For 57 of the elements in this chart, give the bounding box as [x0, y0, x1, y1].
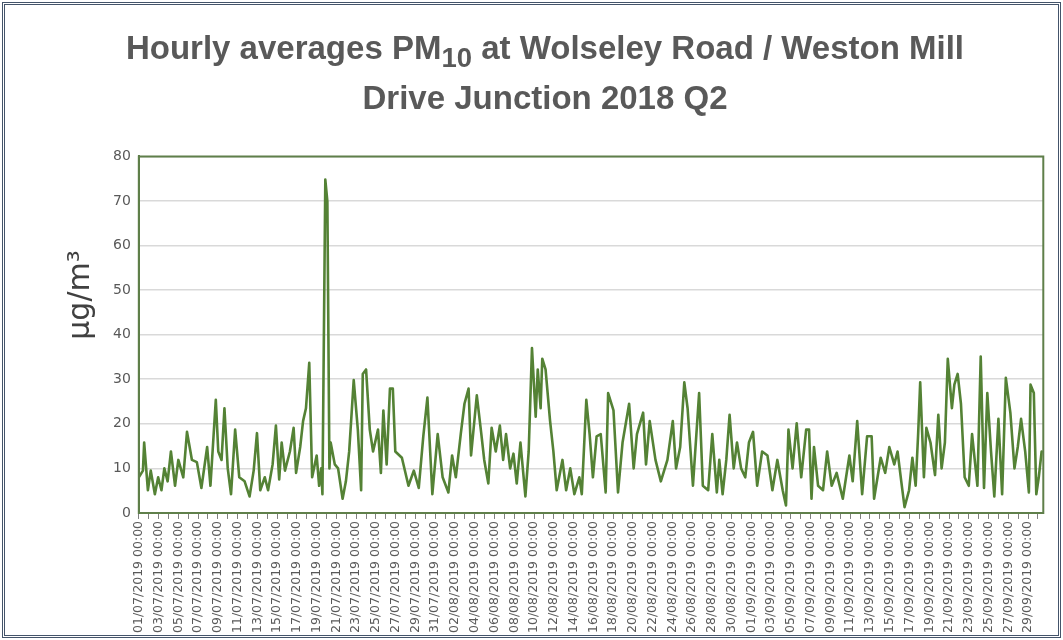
- chart-title: Hourly averages PM$_{10}$ at Wolseley Road / Weston Mill Drive Junction 2018 Q2: [124, 28, 966, 118]
- x-tick-label: 02/08/2019 00:00: [446, 520, 462, 633]
- x-tick-label: 21/07/2019 00:00: [327, 520, 343, 633]
- x-tick-label: 15/07/2019 00:00: [268, 520, 284, 633]
- y-tick-label: 10: [112, 459, 131, 476]
- x-tick-label: 13/07/2019 00:00: [248, 520, 264, 633]
- x-tick-label: 10/08/2019 00:00: [525, 520, 541, 633]
- x-tick-label: 21/09/2019 00:00: [940, 520, 956, 633]
- y-tick-label: 50: [112, 280, 131, 297]
- x-tick-label: 15/09/2019 00:00: [880, 520, 896, 633]
- x-tick-label: 04/08/2019 00:00: [466, 520, 481, 633]
- y-tick-label: 20: [112, 414, 131, 431]
- x-tick-label: 05/09/2019 00:00: [782, 520, 798, 633]
- x-tick-label: 05/07/2019 00:00: [169, 520, 185, 633]
- x-tick-label: 17/09/2019 00:00: [900, 520, 916, 633]
- x-tick-label: 14/08/2019 00:00: [564, 520, 580, 633]
- x-tick-label: 07/09/2019 00:00: [801, 520, 817, 633]
- x-tick-label: 17/07/2019 00:00: [288, 520, 304, 633]
- x-tick-label: 03/07/2019 00:00: [149, 520, 165, 633]
- x-tick-label: 18/08/2019 00:00: [604, 520, 620, 633]
- y-tick-label: 60: [112, 236, 131, 253]
- x-tick-label: 24/08/2019 00:00: [663, 520, 679, 633]
- x-tick-label: 01/09/2019 00:00: [742, 520, 758, 633]
- x-tick-label: 12/08/2019 00:00: [545, 520, 561, 633]
- x-tick-label: 16/08/2019 00:00: [584, 520, 600, 633]
- x-tick-label: 19/09/2019 00:00: [920, 520, 936, 633]
- y-tick-label: 80: [112, 147, 131, 164]
- x-tick-label: 25/09/2019 00:00: [979, 520, 995, 633]
- x-tick-label: 26/08/2019 00:00: [683, 520, 699, 633]
- x-tick-label: 08/08/2019 00:00: [505, 520, 521, 633]
- y-axis-title: µg/m³: [60, 250, 96, 340]
- y-tick-label: 40: [112, 325, 131, 342]
- y-tick-label: 0: [121, 503, 131, 520]
- x-tick-label: 22/08/2019 00:00: [643, 520, 659, 633]
- x-tick-label: 11/07/2019 00:00: [228, 520, 244, 633]
- x-tick-label: 31/07/2019 00:00: [426, 520, 442, 633]
- x-tick-label: 29/09/2019 00:00: [1019, 520, 1035, 633]
- x-tick-label: 19/07/2019 00:00: [307, 520, 323, 633]
- x-tick-label: 09/09/2019 00:00: [821, 520, 837, 633]
- x-tick-label: 30/08/2019 00:00: [722, 520, 738, 633]
- x-tick-label: 28/08/2019 00:00: [703, 520, 719, 633]
- x-tick-label: 20/08/2019 00:00: [624, 520, 640, 633]
- x-tick-label: 11/09/2019 00:00: [841, 520, 857, 633]
- x-tick-label: 23/07/2019 00:00: [347, 520, 363, 633]
- x-tick-label: 09/07/2019 00:00: [209, 520, 225, 633]
- x-tick-label: 27/07/2019 00:00: [386, 520, 402, 633]
- x-tick-label: 27/09/2019 00:00: [999, 520, 1015, 633]
- x-tick-label: 23/09/2019 00:00: [960, 520, 976, 633]
- x-tick-label: 06/08/2019 00:00: [485, 520, 501, 633]
- x-tick-label: 29/07/2019 00:00: [406, 520, 422, 633]
- x-tick-label: 03/09/2019 00:00: [762, 520, 778, 633]
- x-tick-label: 25/07/2019 00:00: [367, 520, 383, 633]
- y-tick-label: 70: [112, 191, 131, 208]
- x-tick-label: 07/07/2019 00:00: [189, 520, 205, 633]
- x-tick-label: 13/09/2019 00:00: [861, 520, 877, 633]
- x-tick-label: 01/07/2019 00:00: [130, 520, 146, 633]
- y-tick-label: 30: [112, 369, 131, 386]
